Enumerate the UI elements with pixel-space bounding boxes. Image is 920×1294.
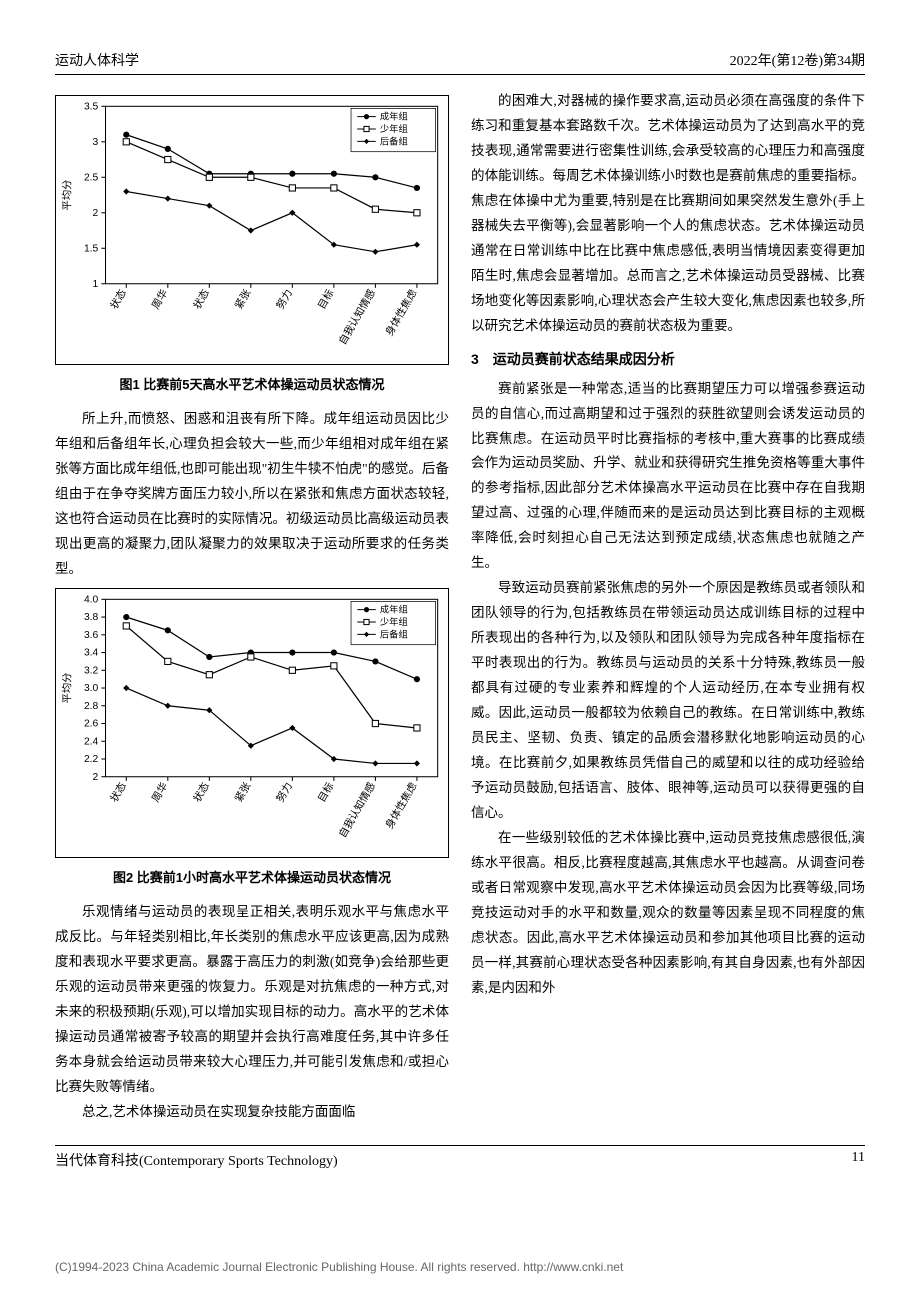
right-p1: 的困难大,对器械的操作要求高,运动员必须在高强度的条件下练习和重复基本套路数千次…: [471, 89, 865, 339]
svg-text:目标: 目标: [316, 781, 337, 805]
two-column-layout: 11.522.533.5平均分状态周华状态紧张努力目标自我认知情感身体性焦虑成年…: [55, 89, 865, 1125]
header-right: 2022年(第12卷)第34期: [730, 50, 865, 70]
page-footer: 当代体育科技(Contemporary Sports Technology) 1…: [55, 1145, 865, 1170]
svg-text:周华: 周华: [149, 287, 171, 311]
svg-text:成年组: 成年组: [380, 604, 408, 616]
svg-text:状态: 状态: [107, 287, 129, 311]
svg-text:自我认知情感: 自我认知情感: [336, 287, 378, 347]
svg-text:后备组: 后备组: [380, 629, 408, 641]
svg-text:3.4: 3.4: [84, 648, 99, 659]
svg-text:3: 3: [93, 137, 99, 148]
chart2-caption: 图2 比赛前1小时高水平艺术体操运动员状态情况: [55, 866, 449, 890]
svg-text:2.8: 2.8: [84, 701, 99, 712]
right-p2: 赛前紧张是一种常态,适当的比赛期望压力可以增强参赛运动员的自信心,而过高期望和过…: [471, 377, 865, 577]
svg-text:少年组: 少年组: [380, 123, 408, 135]
right-p3: 导致运动员赛前紧张焦虑的另外一个原因是教练员或者领队和团队领导的行为,包括教练员…: [471, 576, 865, 826]
svg-text:2: 2: [93, 208, 99, 219]
svg-text:3.6: 3.6: [84, 630, 99, 641]
cnki-footnote: (C)1994-2023 China Academic Journal Elec…: [0, 1260, 920, 1294]
svg-text:成年组: 成年组: [380, 111, 408, 123]
svg-text:状态: 状态: [190, 780, 212, 804]
chart1-svg: 11.522.533.5平均分状态周华状态紧张努力目标自我认知情感身体性焦虑成年…: [56, 96, 448, 364]
svg-text:少年组: 少年组: [380, 616, 408, 628]
svg-text:2.4: 2.4: [84, 736, 99, 747]
section3-heading: 3 运动员赛前状态结果成因分析: [471, 347, 865, 373]
svg-text:平均分: 平均分: [61, 673, 73, 704]
left-p2: 乐观情绪与运动员的表现呈正相关,表明乐观水平与焦虑水平成反比。与年轻类别相比,年…: [55, 900, 449, 1100]
svg-text:身体性焦虑: 身体性焦虑: [383, 780, 420, 831]
chart2-container: 2 2.2 2.4 2.6 2.8 3.0 3.2 3.4 3.6 3.8 4.0 平均分状态周华状态…: [55, 588, 449, 858]
svg-text:2.6: 2.6: [84, 719, 99, 730]
svg-text:1: 1: [93, 279, 99, 290]
svg-text:2: 2: [93, 772, 99, 783]
svg-text:周华: 周华: [149, 780, 171, 804]
svg-text:身体性焦虑: 身体性焦虑: [383, 287, 420, 338]
svg-text:紧张: 紧张: [233, 287, 254, 311]
svg-text:努力: 努力: [273, 287, 295, 311]
svg-text:3.0: 3.0: [84, 683, 99, 694]
header-left: 运动人体科学: [55, 50, 139, 70]
svg-text:状态: 状态: [190, 287, 212, 311]
page-container: 运动人体科学 2022年(第12卷)第34期 11.522.533.5平均分状态…: [0, 0, 920, 1200]
chart2-svg: 2 2.2 2.4 2.6 2.8 3.0 3.2 3.4 3.6 3.8 4.0 平均分状态周华状态…: [56, 589, 448, 857]
svg-text:3.2: 3.2: [84, 665, 99, 676]
footer-right: 11: [852, 1150, 865, 1170]
svg-text:1.5: 1.5: [84, 243, 99, 254]
svg-text:紧张: 紧张: [233, 781, 254, 805]
left-p3: 总之,艺术体操运动员在实现复杂技能方面面临: [55, 1100, 449, 1125]
right-column: 的困难大,对器械的操作要求高,运动员必须在高强度的条件下练习和重复基本套路数千次…: [471, 89, 865, 1125]
svg-text:努力: 努力: [273, 780, 295, 804]
left-column: 11.522.533.5平均分状态周华状态紧张努力目标自我认知情感身体性焦虑成年…: [55, 89, 449, 1125]
right-p4: 在一些级别较低的艺术体操比赛中,运动员竞技焦虑感很低,演练水平很高。相反,比赛程…: [471, 826, 865, 1001]
svg-text:4.0: 4.0: [84, 594, 99, 605]
svg-text:目标: 目标: [316, 287, 337, 311]
svg-text:后备组: 后备组: [380, 135, 408, 147]
chart1-caption: 图1 比赛前5天高水平艺术体操运动员状态情况: [55, 373, 449, 397]
svg-text:3.5: 3.5: [84, 101, 99, 112]
svg-text:2.2: 2.2: [84, 754, 99, 765]
svg-text:自我认知情感: 自我认知情感: [336, 780, 378, 840]
footer-left: 当代体育科技(Contemporary Sports Technology): [55, 1150, 338, 1170]
left-p1: 所上升,而愤怒、困惑和沮丧有所下降。成年组运动员因比少年组和后备组年长,心理负担…: [55, 407, 449, 582]
svg-text:3.8: 3.8: [84, 612, 99, 623]
svg-text:2.5: 2.5: [84, 172, 99, 183]
svg-text:状态: 状态: [107, 780, 129, 804]
page-header: 运动人体科学 2022年(第12卷)第34期: [55, 50, 865, 75]
svg-text:平均分: 平均分: [61, 180, 73, 211]
chart1-container: 11.522.533.5平均分状态周华状态紧张努力目标自我认知情感身体性焦虑成年…: [55, 95, 449, 365]
